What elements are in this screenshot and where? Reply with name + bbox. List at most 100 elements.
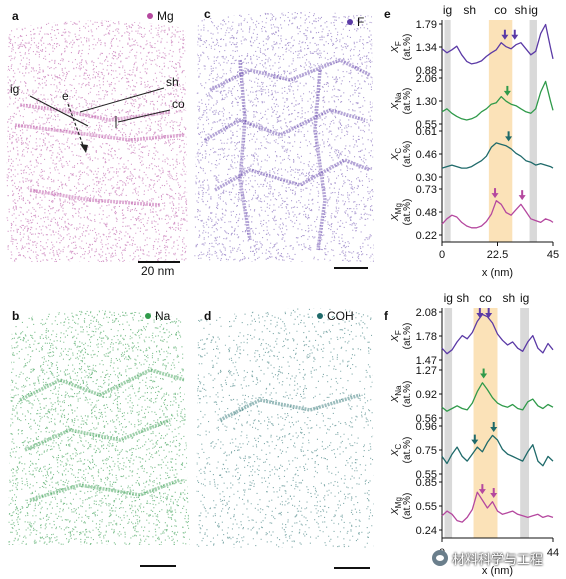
annotation-sh: sh <box>166 75 179 89</box>
zone-label-sh-1: sh <box>463 3 476 17</box>
atom-speckles <box>8 310 190 545</box>
y-tick-label-Mg: 0.85 <box>416 477 437 489</box>
mg-legend-label: Mg <box>157 9 174 23</box>
peak-arrow-F-1 <box>485 313 493 318</box>
y-tick-label-Na: 0.92 <box>416 389 437 401</box>
y-tick-label-C: 0.61 <box>416 126 437 138</box>
map-panel-d: d COH <box>196 308 374 569</box>
ig-pointer-line <box>29 95 89 127</box>
series-line-C <box>441 142 554 169</box>
y-axis-label-Mg: XMg <box>390 497 403 516</box>
f-legend-label: F <box>357 15 364 29</box>
peak-arrow-F-0 <box>476 313 484 318</box>
y-axis-unit-C: (at.%) <box>402 141 413 168</box>
y-tick-label-F: 1.34 <box>416 42 437 54</box>
peak-arrow-Na-0 <box>503 90 511 96</box>
panel-label-f: f <box>384 309 389 323</box>
zone-label-ig-4: ig <box>520 291 529 305</box>
zone-label-sh-3: sh <box>503 291 516 305</box>
f-atom-map <box>194 11 374 263</box>
coh-legend-label: COH <box>327 309 354 323</box>
coh-legend-dot <box>317 313 323 319</box>
y-axis-label-F: XF <box>390 330 403 343</box>
annotation-ig: ig <box>10 82 19 96</box>
x-axis-label: x (nm) <box>482 565 513 577</box>
map-panel-b: b Na <box>8 309 190 567</box>
series-line-Mg <box>441 491 554 523</box>
peak-arrow-Mg-0 <box>491 193 499 199</box>
y-tick-label-Mg: 0.24 <box>416 525 437 537</box>
map-panel-a: a Mg ig sh co e 20 nm <box>6 9 188 278</box>
y-axis-label-Na: XNa <box>390 385 403 403</box>
annotation-e: e <box>62 89 69 103</box>
y-axis-unit-Mg: (at.%) <box>402 199 413 226</box>
atom-speckles <box>194 11 374 263</box>
boundary-streak-0 <box>19 103 171 122</box>
zone-band-ig-4 <box>520 308 530 538</box>
y-tick-label-Mg: 0.48 <box>416 207 437 219</box>
x-tick-label: 45 <box>547 249 559 261</box>
profile-e-arrow <box>67 103 85 149</box>
co-pointer-line <box>117 109 171 123</box>
y-tick-label-Na: 1.30 <box>416 96 437 108</box>
peak-arrow-Mg-1 <box>518 195 526 201</box>
y-tick-label-Mg: 0.55 <box>416 501 437 513</box>
y-tick-label-C: 0.46 <box>416 149 437 161</box>
panel-label-e: e <box>384 7 391 21</box>
series-line-F <box>441 313 554 355</box>
coh-atom-map <box>196 308 374 548</box>
mg-legend-dot <box>147 13 153 19</box>
y-axis-unit-C: (at.%) <box>402 437 413 464</box>
na-legend-label: Na <box>155 309 171 323</box>
zone-label-ig-0: ig <box>443 3 452 17</box>
y-tick-label-Mg: 0.73 <box>416 184 437 196</box>
zone-label-sh-1: sh <box>456 291 469 305</box>
y-axis-unit-F: (at.%) <box>402 323 413 350</box>
peak-arrow-C-0 <box>471 439 479 445</box>
profile-chart-f: igshcoshig044x (nm)2.081.781.47XF(at.%)1… <box>390 291 559 577</box>
zone-label-co-2: co <box>479 291 492 305</box>
map-panel-c: c F <box>194 7 374 269</box>
zone-label-ig-4: ig <box>529 3 538 17</box>
y-tick-label-F: 2.08 <box>416 307 437 319</box>
panel-label-a: a <box>12 9 19 23</box>
y-axis-label-C: XC <box>390 148 403 162</box>
y-axis-label-C: XC <box>390 444 403 458</box>
y-axis-unit-Na: (at.%) <box>402 381 413 408</box>
x-tick-label: 0 <box>439 249 445 261</box>
y-tick-label-C: 0.30 <box>416 172 437 184</box>
y-tick-label-F: 1.79 <box>416 19 437 31</box>
zone-band-co-2 <box>473 308 498 538</box>
wechat-icon <box>432 550 448 566</box>
y-axis-label-Na: XNa <box>390 92 403 110</box>
x-axis-label: x (nm) <box>482 267 513 279</box>
y-axis-unit-Na: (at.%) <box>402 88 413 115</box>
y-axis-unit-Mg: (at.%) <box>402 493 413 520</box>
y-tick-label-C: 0.75 <box>416 445 437 457</box>
y-tick-label-F: 1.78 <box>416 331 437 343</box>
y-tick-label-C: 0.55 <box>416 469 437 481</box>
profile-e-arrowhead <box>80 144 88 153</box>
y-axis-unit-F: (at.%) <box>402 34 413 61</box>
boundary-streak-3 <box>238 59 252 241</box>
y-tick-label-Mg: 0.22 <box>416 230 437 242</box>
y-tick-label-Na: 0.55 <box>416 119 437 131</box>
na-legend-dot <box>145 313 151 319</box>
scale-bar-label: 20 nm <box>141 264 174 278</box>
y-tick-label-C: 0.96 <box>416 421 437 433</box>
zone-band-ig-0 <box>444 308 453 538</box>
y-tick-label-Na: 0.56 <box>416 413 437 425</box>
f-legend-dot <box>347 19 353 25</box>
watermark-text: 材料科学与工程 <box>452 551 544 567</box>
y-tick-label-F: 1.47 <box>416 355 437 367</box>
zone-label-co-2: co <box>494 3 507 17</box>
y-tick-label-Na: 2.06 <box>416 73 437 85</box>
zone-band-ig-4 <box>529 20 537 242</box>
boundary-streak-2 <box>214 158 371 192</box>
peak-arrow-F-0 <box>501 34 509 40</box>
x-tick-label: 44 <box>547 547 559 559</box>
mg-atom-map <box>6 20 188 263</box>
series-line-Mg <box>441 200 554 229</box>
series-line-Na <box>441 80 554 121</box>
